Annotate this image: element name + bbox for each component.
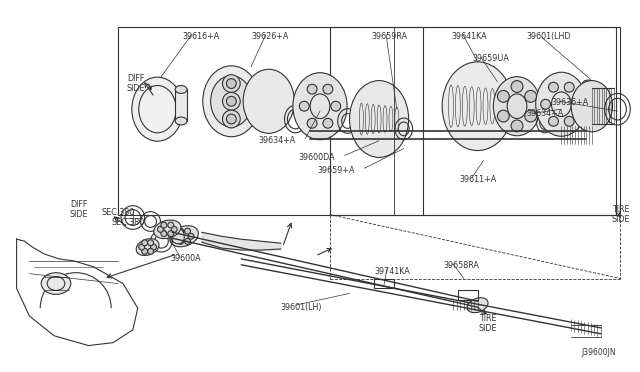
Circle shape xyxy=(227,114,236,124)
Ellipse shape xyxy=(582,112,593,119)
Circle shape xyxy=(525,110,536,122)
Ellipse shape xyxy=(170,227,184,244)
Ellipse shape xyxy=(132,77,183,141)
Ellipse shape xyxy=(170,226,198,247)
Text: SEC.380: SEC.380 xyxy=(101,208,134,217)
Ellipse shape xyxy=(442,62,513,151)
Ellipse shape xyxy=(175,117,187,125)
Circle shape xyxy=(548,82,558,92)
Text: 39611+A: 39611+A xyxy=(460,175,497,184)
Ellipse shape xyxy=(203,66,260,137)
Circle shape xyxy=(184,238,191,244)
Text: 39636+A: 39636+A xyxy=(552,98,589,108)
Bar xyxy=(175,89,187,121)
Circle shape xyxy=(168,222,173,228)
Circle shape xyxy=(300,101,309,111)
Text: 39626+A: 39626+A xyxy=(251,32,289,41)
Circle shape xyxy=(323,118,333,128)
Text: 39659UA: 39659UA xyxy=(473,54,509,63)
Circle shape xyxy=(511,120,523,132)
Text: 39659+A: 39659+A xyxy=(317,166,355,175)
Ellipse shape xyxy=(493,77,541,136)
Text: DIFF
SIDE: DIFF SIDE xyxy=(69,200,88,219)
Text: 39600DA: 39600DA xyxy=(298,153,335,161)
Ellipse shape xyxy=(582,80,593,87)
Circle shape xyxy=(307,118,317,128)
Ellipse shape xyxy=(154,220,181,238)
Text: 39616+A: 39616+A xyxy=(182,32,220,41)
Ellipse shape xyxy=(136,238,159,256)
Circle shape xyxy=(227,96,236,106)
Circle shape xyxy=(223,75,240,92)
Text: SEC.380: SEC.380 xyxy=(111,218,145,227)
Circle shape xyxy=(564,116,574,126)
Circle shape xyxy=(141,248,148,254)
Ellipse shape xyxy=(467,298,488,312)
Circle shape xyxy=(497,90,509,102)
Circle shape xyxy=(188,233,194,239)
Ellipse shape xyxy=(175,86,187,93)
Circle shape xyxy=(157,227,163,232)
Text: 39600A: 39600A xyxy=(170,254,201,263)
Circle shape xyxy=(223,110,240,128)
Text: 39641KA: 39641KA xyxy=(451,32,486,41)
Circle shape xyxy=(150,244,156,250)
Bar xyxy=(374,279,394,288)
Text: 39634+A: 39634+A xyxy=(258,136,296,145)
Circle shape xyxy=(572,99,582,109)
Ellipse shape xyxy=(293,73,347,140)
Circle shape xyxy=(323,84,333,94)
Ellipse shape xyxy=(243,69,294,133)
Circle shape xyxy=(511,81,523,92)
Circle shape xyxy=(307,84,317,94)
Circle shape xyxy=(161,231,167,237)
Ellipse shape xyxy=(41,273,71,294)
Ellipse shape xyxy=(349,81,409,157)
Ellipse shape xyxy=(211,76,252,127)
Text: 39659RA: 39659RA xyxy=(371,32,407,41)
Text: J39600JN: J39600JN xyxy=(581,349,616,357)
Text: TIRE
SIDE: TIRE SIDE xyxy=(611,205,630,224)
Bar xyxy=(583,84,594,115)
Text: 39741KA: 39741KA xyxy=(374,267,410,276)
Circle shape xyxy=(541,99,550,109)
Circle shape xyxy=(148,248,154,254)
Ellipse shape xyxy=(536,72,587,136)
Circle shape xyxy=(139,244,145,250)
Text: 39658RA: 39658RA xyxy=(443,261,479,270)
Circle shape xyxy=(223,92,240,110)
Circle shape xyxy=(148,240,154,246)
Circle shape xyxy=(525,90,536,102)
Circle shape xyxy=(172,227,177,232)
Circle shape xyxy=(331,101,340,111)
Ellipse shape xyxy=(571,81,612,132)
Circle shape xyxy=(564,82,574,92)
Circle shape xyxy=(548,116,558,126)
Text: 39601(LHD: 39601(LHD xyxy=(527,32,572,41)
Circle shape xyxy=(161,222,167,228)
Circle shape xyxy=(178,238,184,244)
Circle shape xyxy=(141,240,148,246)
Text: TIRE
SIDE: TIRE SIDE xyxy=(478,314,497,333)
Text: 39601(LH): 39601(LH) xyxy=(280,303,322,312)
Text: DIFF
SIDE: DIFF SIDE xyxy=(127,74,145,93)
Bar xyxy=(458,291,477,300)
Circle shape xyxy=(497,110,509,122)
Circle shape xyxy=(174,233,180,239)
Text: 39634+A: 39634+A xyxy=(527,109,564,118)
Circle shape xyxy=(184,228,191,234)
Circle shape xyxy=(227,78,236,89)
Circle shape xyxy=(178,228,184,234)
Circle shape xyxy=(168,231,173,237)
